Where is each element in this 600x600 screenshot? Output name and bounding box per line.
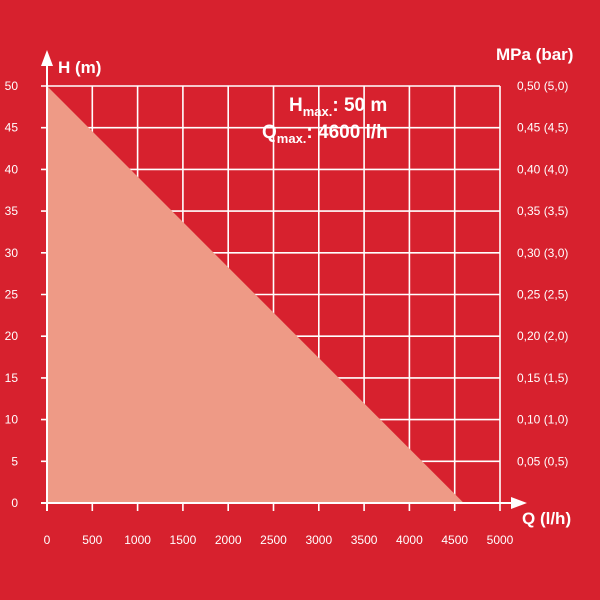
annotation-qmax-text: : 4600 l/h <box>306 122 387 143</box>
y2-tick-label: 0,30 (3,0) <box>517 246 568 260</box>
performance-area <box>47 86 464 503</box>
y2-tick-label: 0,35 (3,5) <box>517 204 568 218</box>
y2-tick-label: 0,15 (1,5) <box>517 371 568 385</box>
annotation-hmax-main: H <box>289 95 303 116</box>
y2-tick-label: 0,25 (2,5) <box>517 288 568 302</box>
y-axis-title: H (m) <box>58 58 101 77</box>
x-tick-label: 3000 <box>305 533 332 547</box>
y-axis-arrow <box>41 50 53 66</box>
y-tick-label: 40 <box>5 162 19 176</box>
x-tick-label: 2500 <box>260 533 287 547</box>
y2-tick-label: 0,45 (4,5) <box>517 121 568 135</box>
axes <box>41 50 527 511</box>
annotation-qmax-main: Q <box>262 122 277 143</box>
annotation-qmax: Qmax.: 4600 l/h <box>262 122 388 146</box>
annotation-hmax-text: : 50 m <box>332 95 387 116</box>
y-tick-label: 0 <box>11 496 18 510</box>
x-tick-label: 4000 <box>396 533 423 547</box>
x-tick-label: 3500 <box>351 533 378 547</box>
y-tick-label: 25 <box>5 288 19 302</box>
x-tick-label: 500 <box>82 533 102 547</box>
x-tick-label: 1500 <box>170 533 197 547</box>
y2-tick-label: 0,40 (4,0) <box>517 162 568 176</box>
x-tick-labels: 0 500 1000 1500 2000 2500 3000 3500 4000 4500 5000 <box>44 533 514 547</box>
y2-tick-labels: 0,05 (0,5) 0,10 (1,0) 0,15 (1,5) 0,20 (2,0)… <box>517 79 568 468</box>
annotation-qmax-sub: max. <box>277 131 307 146</box>
y2-tick-label: 0,50 (5,0) <box>517 79 568 93</box>
x-tick-label: 5000 <box>487 533 514 547</box>
y-tick-label: 15 <box>5 371 19 385</box>
x-tick-label: 0 <box>44 533 51 547</box>
y-tick-label: 20 <box>5 329 19 343</box>
y-tick-label: 45 <box>5 121 19 135</box>
x-axis-title: Q (l/h) <box>522 509 571 528</box>
x-tick-label: 1000 <box>124 533 151 547</box>
y2-tick-label: 0,10 (1,0) <box>517 413 568 427</box>
y-tick-label: 5 <box>11 454 18 468</box>
y-tick-label: 50 <box>5 79 19 93</box>
y2-axis-title: MPa (bar) <box>496 45 573 64</box>
y-tick-labels: 0 5 10 15 20 25 30 35 40 45 50 <box>5 79 19 510</box>
y2-tick-label: 0,05 (0,5) <box>517 454 568 468</box>
y-tick-label: 30 <box>5 246 19 260</box>
y-tick-label: 10 <box>5 413 19 427</box>
y-tick-label: 35 <box>5 204 19 218</box>
annotation-hmax: Hmax.: 50 m <box>289 95 387 119</box>
y2-tick-label: 0,20 (2,0) <box>517 329 568 343</box>
x-tick-label: 4500 <box>441 533 468 547</box>
annotation-hmax-sub: max. <box>303 104 333 119</box>
x-tick-label: 2000 <box>215 533 242 547</box>
x-axis-arrow <box>511 497 527 509</box>
